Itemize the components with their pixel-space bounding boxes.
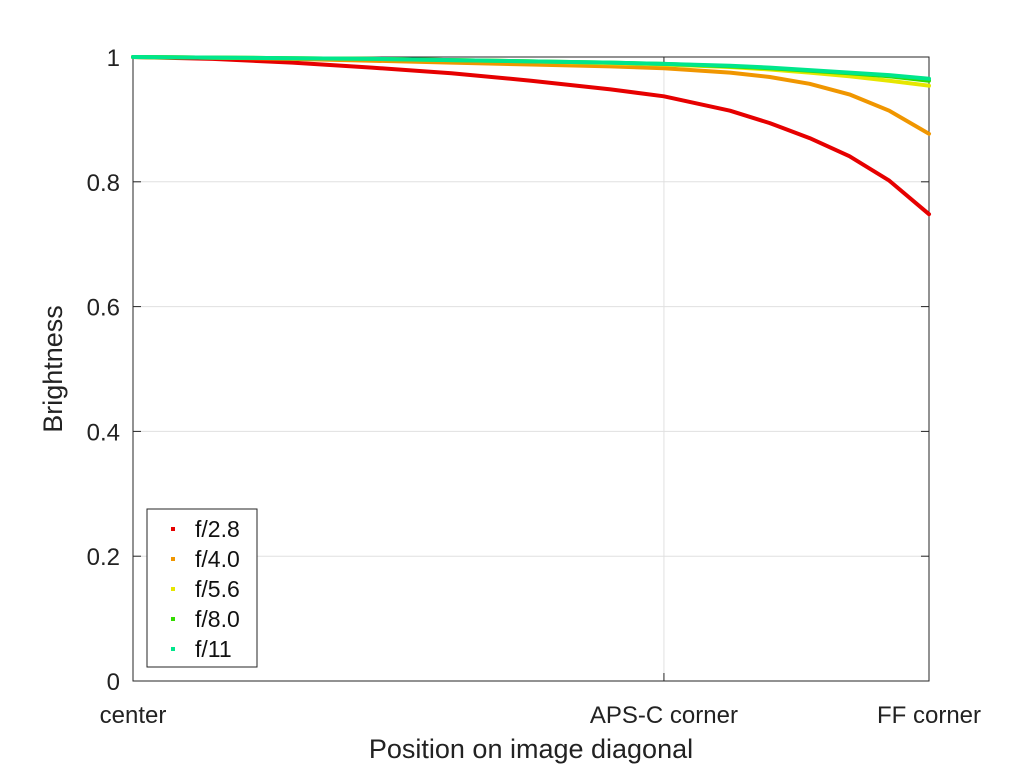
- y-axis-label: Brightness: [38, 305, 68, 433]
- legend-label: f/8.0: [195, 606, 240, 632]
- y-tick-label: 0: [107, 669, 120, 696]
- y-tick-label: 0.6: [87, 295, 120, 322]
- legend-marker: [171, 587, 175, 591]
- x-axis-label: Position on image diagonal: [369, 734, 693, 764]
- x-tick-label: APS-C corner: [590, 702, 738, 729]
- y-tick-label: 0.4: [87, 419, 120, 446]
- series-line-0: [131, 55, 931, 217]
- legend-label: f/5.6: [195, 576, 240, 602]
- plot-frame: [132, 56, 930, 682]
- legend-label: f/11: [195, 636, 232, 662]
- legend-marker: [171, 647, 175, 651]
- legend: f/2.8 f/4.0 f/5.6 f/8.0 f/11: [146, 508, 258, 668]
- legend-label: f/4.0: [195, 546, 240, 572]
- legend-marker: [171, 527, 175, 531]
- x-tick-label: center: [100, 702, 167, 729]
- legend-marker: [171, 617, 175, 621]
- legend-marker: [171, 557, 175, 561]
- y-tick-label: 0.8: [87, 170, 120, 197]
- series-line-4: [131, 55, 931, 81]
- x-tick-label: FF corner: [877, 702, 981, 729]
- legend-label: f/2.8: [195, 516, 240, 542]
- tick-labels: 0 0.2 0.4 0.6 0.8 1 center APS-C corner FF corne…: [87, 45, 981, 729]
- legend-box: [146, 508, 258, 668]
- series-layer: [131, 55, 931, 217]
- y-tick-label: 1: [107, 45, 120, 72]
- y-tick-label: 0.2: [87, 544, 120, 571]
